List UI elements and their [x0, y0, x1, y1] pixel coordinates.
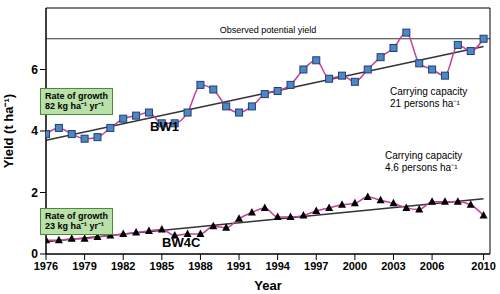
html-text:Carrying capacity: Carrying capacity: [385, 150, 463, 161]
svg-text:Year: Year: [254, 278, 281, 293]
html-text:Rate of growth: Rate of growth: [45, 91, 108, 101]
html-text:BW1: BW1: [150, 119, 179, 134]
svg-text:2: 2: [31, 186, 38, 200]
svg-text:4: 4: [31, 124, 38, 138]
svg-text:2003: 2003: [381, 260, 405, 272]
html-text:Rate of growth: Rate of growth: [45, 211, 108, 221]
svg-text:2010: 2010: [471, 260, 492, 272]
html-text:21 persons ha⁻¹: 21 persons ha⁻¹: [390, 97, 460, 109]
svg-text:1988: 1988: [188, 260, 212, 272]
html-text:4.6 persons ha⁻¹: 4.6 persons ha⁻¹: [385, 161, 458, 173]
html-text:BW4C: BW4C: [162, 235, 201, 250]
svg-text:6: 6: [31, 63, 38, 77]
svg-text:2000: 2000: [343, 260, 367, 272]
svg-text:1985: 1985: [150, 260, 174, 272]
html-text:82 kg ha⁻¹ yr⁻¹: 82 kg ha⁻¹ yr⁻¹: [45, 101, 104, 112]
svg-text:1979: 1979: [72, 260, 96, 272]
svg-text:0: 0: [31, 247, 38, 261]
html-text:23 kg ha⁻¹ yr⁻¹: 23 kg ha⁻¹ yr⁻¹: [45, 221, 104, 232]
svg-text:1982: 1982: [111, 260, 135, 272]
svg-text:Observed potential yield: Observed potential yield: [220, 25, 317, 35]
svg-text:1994: 1994: [265, 260, 290, 272]
svg-text:Yield (t ha⁻¹): Yield (t ha⁻¹): [8, 94, 16, 168]
svg-text:2006: 2006: [420, 260, 444, 272]
svg-text:1997: 1997: [304, 260, 328, 272]
svg-text:1976: 1976: [34, 260, 58, 272]
svg-text:1991: 1991: [227, 260, 251, 272]
html-text:Carrying capacity: Carrying capacity: [390, 86, 468, 97]
